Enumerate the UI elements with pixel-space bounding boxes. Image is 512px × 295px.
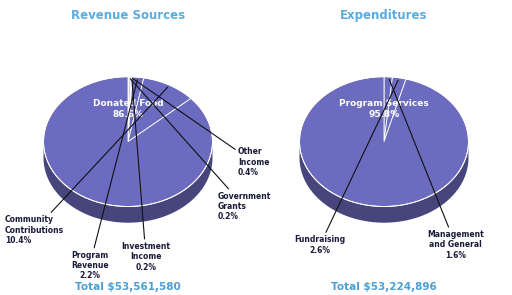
Text: Fundraising
2.6%: Fundraising 2.6% — [294, 80, 398, 255]
Text: Government
Grants
0.2%: Government Grants 0.2% — [131, 79, 271, 222]
Polygon shape — [128, 77, 132, 142]
Polygon shape — [128, 77, 131, 142]
Polygon shape — [44, 158, 212, 223]
Polygon shape — [44, 77, 212, 206]
Polygon shape — [128, 77, 144, 142]
Text: Community
Contributions
10.4%: Community Contributions 10.4% — [5, 87, 168, 245]
Text: Program
Revenue
2.2%: Program Revenue 2.2% — [71, 80, 137, 281]
Text: Program Services
95.8%: Program Services 95.8% — [339, 99, 429, 119]
Polygon shape — [384, 77, 393, 142]
Text: Revenue Sources: Revenue Sources — [71, 9, 185, 22]
Polygon shape — [128, 78, 191, 142]
Polygon shape — [300, 158, 468, 223]
Polygon shape — [128, 77, 129, 142]
Text: Total $53,224,896: Total $53,224,896 — [331, 282, 437, 292]
Polygon shape — [44, 142, 212, 223]
Polygon shape — [300, 142, 468, 223]
Text: Management
and General
1.6%: Management and General 1.6% — [389, 79, 484, 260]
Polygon shape — [300, 77, 468, 206]
Text: Expenditures: Expenditures — [340, 9, 428, 22]
Text: Investment
Income
0.2%: Investment Income 0.2% — [121, 80, 170, 272]
Polygon shape — [384, 77, 406, 142]
Text: Donated Food
86.6%: Donated Food 86.6% — [93, 99, 163, 119]
Text: Total $53,561,580: Total $53,561,580 — [75, 282, 181, 292]
Text: Other
Income
0.4%: Other Income 0.4% — [133, 78, 270, 177]
